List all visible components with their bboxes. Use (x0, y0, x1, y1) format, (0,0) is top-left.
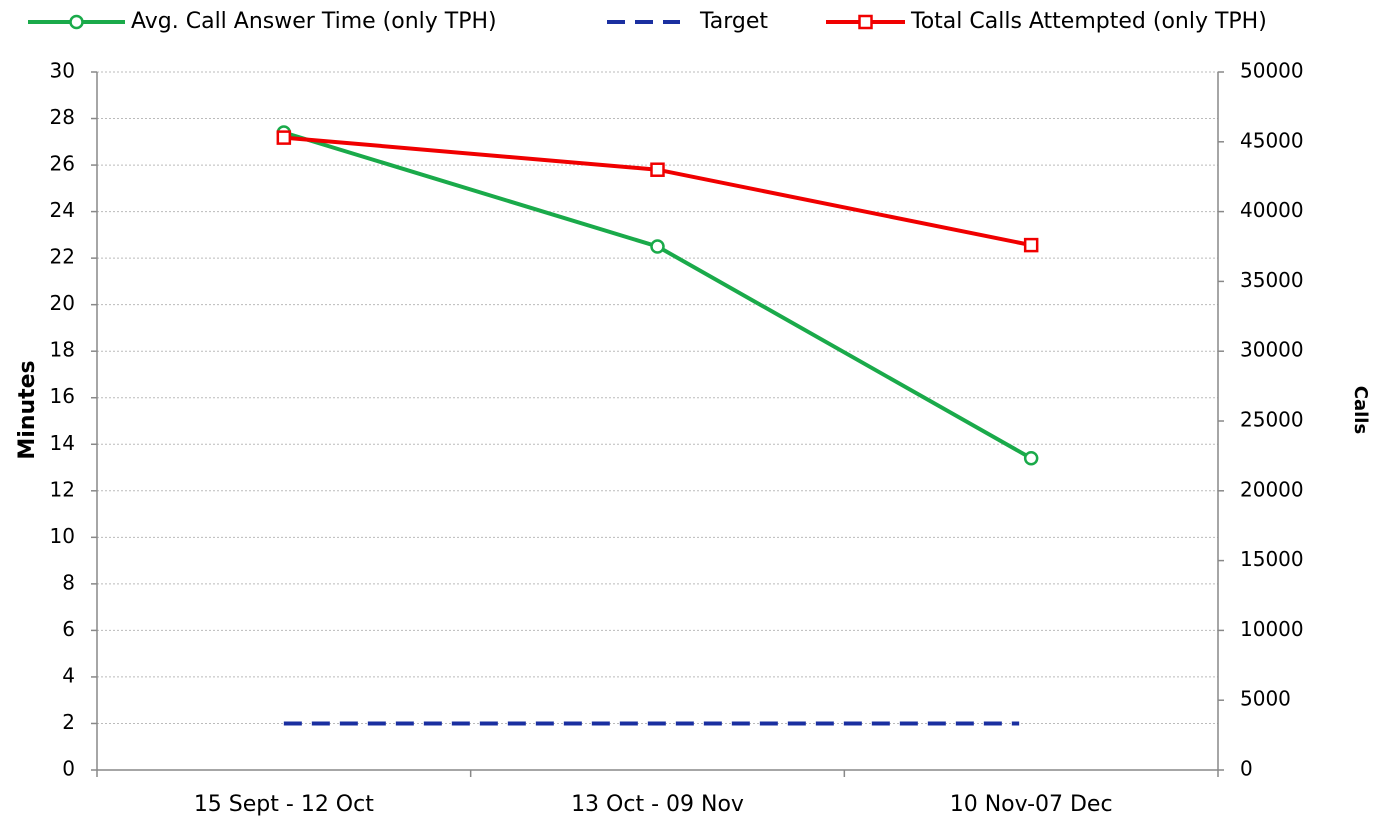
y-tick-label: 16 (50, 384, 75, 408)
legend-label: Total Calls Attempted (only TPH) (910, 9, 1267, 34)
marker (1023, 450, 1039, 466)
legend-marker (69, 14, 84, 30)
legend-marker (858, 14, 873, 30)
y2-tick-label: 40000 (1240, 198, 1304, 222)
y2-tick-label: 15000 (1240, 547, 1304, 571)
legend-label: Target (699, 9, 768, 34)
x-tick-label: 13 Oct - 09 Nov (571, 792, 744, 817)
y-tick-label: 20 (50, 291, 75, 315)
y2-tick-label: 50000 (1240, 59, 1304, 83)
y2-tick-label: 30000 (1240, 338, 1304, 362)
y-tick-label: 26 (50, 152, 75, 176)
y-tick-label: 6 (62, 617, 75, 641)
y2-tick-label: 5000 (1240, 687, 1291, 711)
y-tick-label: 0 (62, 757, 75, 781)
y-tick-label: 10 (50, 524, 75, 548)
y-axis-title: Minutes (15, 360, 40, 459)
marker (650, 162, 665, 177)
series-line (283, 135, 1032, 248)
y-tick-label: 14 (50, 431, 75, 455)
y-tick-label: 12 (50, 477, 75, 501)
y2-axis-title: Calls (1350, 386, 1371, 434)
y-tick-label: 2 (62, 710, 75, 734)
marker (276, 130, 292, 145)
y2-tick-label: 10000 (1240, 617, 1304, 641)
y-tick-label: 8 (62, 570, 75, 594)
legend-label: Avg. Call Answer Time (only TPH) (131, 9, 497, 34)
y-tick-label: 4 (62, 663, 75, 687)
y2-tick-label: 25000 (1240, 408, 1304, 432)
y-tick-label: 28 (50, 105, 75, 129)
y2-tick-label: 20000 (1240, 477, 1304, 501)
y2-tick-label: 0 (1240, 757, 1253, 781)
y-tick-label: 30 (50, 59, 75, 83)
marker (1023, 237, 1039, 253)
y-tick-label: 18 (50, 338, 75, 362)
series-line (283, 130, 1033, 460)
y-tick-label: 22 (50, 245, 75, 269)
y2-tick-label: 45000 (1240, 128, 1304, 152)
x-tick-label: 10 Nov-07 Dec (950, 792, 1113, 817)
y-tick-label: 24 (50, 198, 75, 222)
y2-tick-label: 35000 (1240, 268, 1304, 292)
marker (650, 239, 665, 254)
x-tick-label: 15 Sept - 12 Oct (194, 792, 374, 817)
